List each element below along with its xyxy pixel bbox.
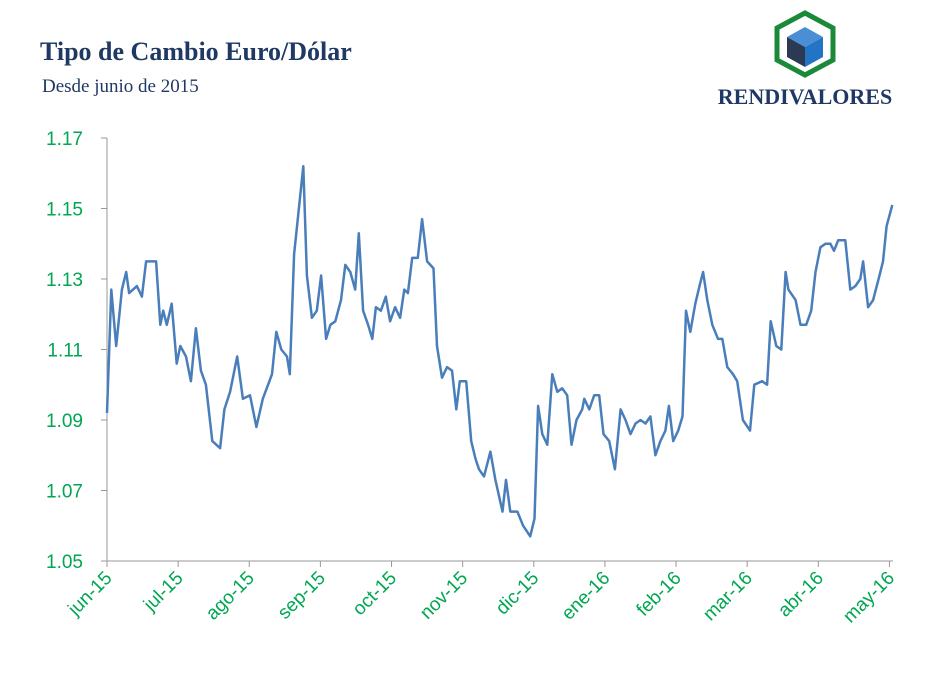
x-tick-label: ene-16 <box>558 568 615 625</box>
x-tick-label: sep-15 <box>274 568 330 624</box>
x-tick-label: feb-16 <box>633 568 686 621</box>
y-tick-label: 1.15 <box>46 200 83 221</box>
chart-title: Tipo de Cambio Euro/Dólar <box>40 37 352 66</box>
x-tick-label: mar-16 <box>699 568 756 625</box>
y-tick-label: 1.13 <box>46 270 83 291</box>
x-tick-label: oct-15 <box>349 568 401 620</box>
chart-subtitle: Desde junio de 2015 <box>42 76 199 97</box>
y-tick-label: 1.17 <box>46 129 83 150</box>
y-tick-label: 1.09 <box>46 411 83 432</box>
logo <box>774 10 836 78</box>
x-tick-label: abr-16 <box>774 568 828 622</box>
line-series <box>105 164 894 538</box>
x-tick-label: may-16 <box>839 568 899 628</box>
y-tick-label: 1.07 <box>46 482 83 503</box>
x-tick-label: jun-15 <box>64 568 117 621</box>
logo-text: RENDIVALORES <box>718 84 892 109</box>
x-tick-label: dic-15 <box>492 568 543 619</box>
x-tick-label: jul-15 <box>139 568 187 616</box>
y-tick-label: 1.11 <box>47 341 83 362</box>
y-tick-label: 1.05 <box>46 552 83 573</box>
x-tick-label: ago-15 <box>202 568 259 625</box>
x-tick-label: nov-15 <box>416 568 472 624</box>
